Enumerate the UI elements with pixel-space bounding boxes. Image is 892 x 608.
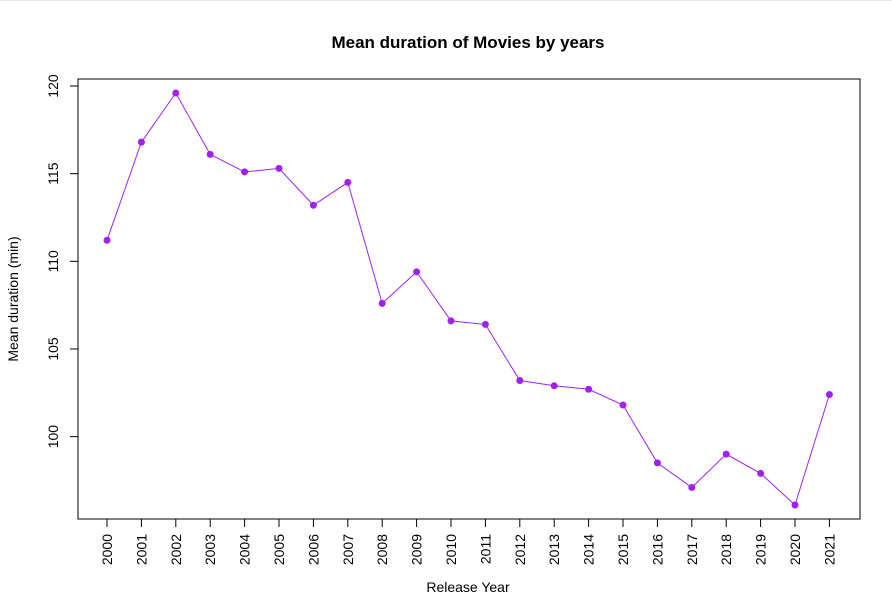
y-tick-label: 100 <box>45 425 61 449</box>
data-point <box>791 501 799 509</box>
data-point <box>757 469 765 477</box>
data-point <box>619 401 627 409</box>
x-tick-label: 2004 <box>237 534 253 565</box>
x-tick-label: 2020 <box>787 534 803 565</box>
data-point <box>722 450 730 458</box>
series-mean-duration <box>103 89 833 509</box>
data-point <box>206 150 214 158</box>
data-point <box>309 201 317 209</box>
x-axis: 2000 2001 2002 2003 2004 2005 2006 2007 2008 2009… <box>99 518 837 565</box>
x-tick-label: 2013 <box>546 534 562 565</box>
data-point <box>413 268 421 276</box>
x-tick-label: 2006 <box>305 534 321 565</box>
x-tick-label: 2019 <box>753 534 769 565</box>
data-point <box>344 178 352 186</box>
y-axis-label: Mean duration (min) <box>5 236 21 361</box>
x-tick-label: 2001 <box>133 534 149 565</box>
chart-title: Mean duration of Movies by years <box>331 33 604 52</box>
x-tick-label: 2007 <box>340 534 356 565</box>
x-tick-label: 2011 <box>477 534 493 564</box>
data-point <box>585 385 593 393</box>
x-tick-label: 2015 <box>615 534 631 565</box>
data-point <box>550 382 558 390</box>
plot-box <box>77 78 861 520</box>
x-tick-label: 2008 <box>374 534 390 565</box>
series-line <box>106 92 830 506</box>
x-tick-label: 2018 <box>718 534 734 565</box>
data-point <box>825 391 833 399</box>
x-tick-label: 2000 <box>99 534 115 565</box>
x-tick-label: 2012 <box>512 534 528 565</box>
data-point <box>241 168 249 176</box>
x-axis-label: Release Year <box>426 579 510 595</box>
data-point <box>103 236 111 244</box>
y-tick-label: 110 <box>45 250 61 273</box>
x-tick-label: 2005 <box>271 534 287 565</box>
y-axis: 100 105 110 115 120 <box>45 74 79 449</box>
data-point <box>481 320 489 328</box>
x-tick-label: 2021 <box>821 534 837 565</box>
x-tick-label: 2010 <box>443 534 459 565</box>
data-point <box>172 89 180 97</box>
x-tick-label: 2014 <box>581 534 597 565</box>
x-tick-label: 2017 <box>684 534 700 565</box>
data-point <box>516 377 524 385</box>
x-tick-label: 2003 <box>202 534 218 565</box>
x-tick-label: 2016 <box>649 534 665 565</box>
y-tick-label: 105 <box>45 337 61 361</box>
y-tick-label: 120 <box>45 74 61 98</box>
data-point <box>688 483 696 491</box>
data-point <box>378 299 386 307</box>
x-tick-label: 2002 <box>168 534 184 565</box>
x-tick-label: 2009 <box>409 534 425 565</box>
window-top-border <box>0 0 892 1</box>
y-tick-label: 115 <box>45 162 61 185</box>
data-point <box>275 164 283 172</box>
data-point <box>447 317 455 325</box>
data-point <box>653 459 661 467</box>
data-point <box>137 138 145 146</box>
